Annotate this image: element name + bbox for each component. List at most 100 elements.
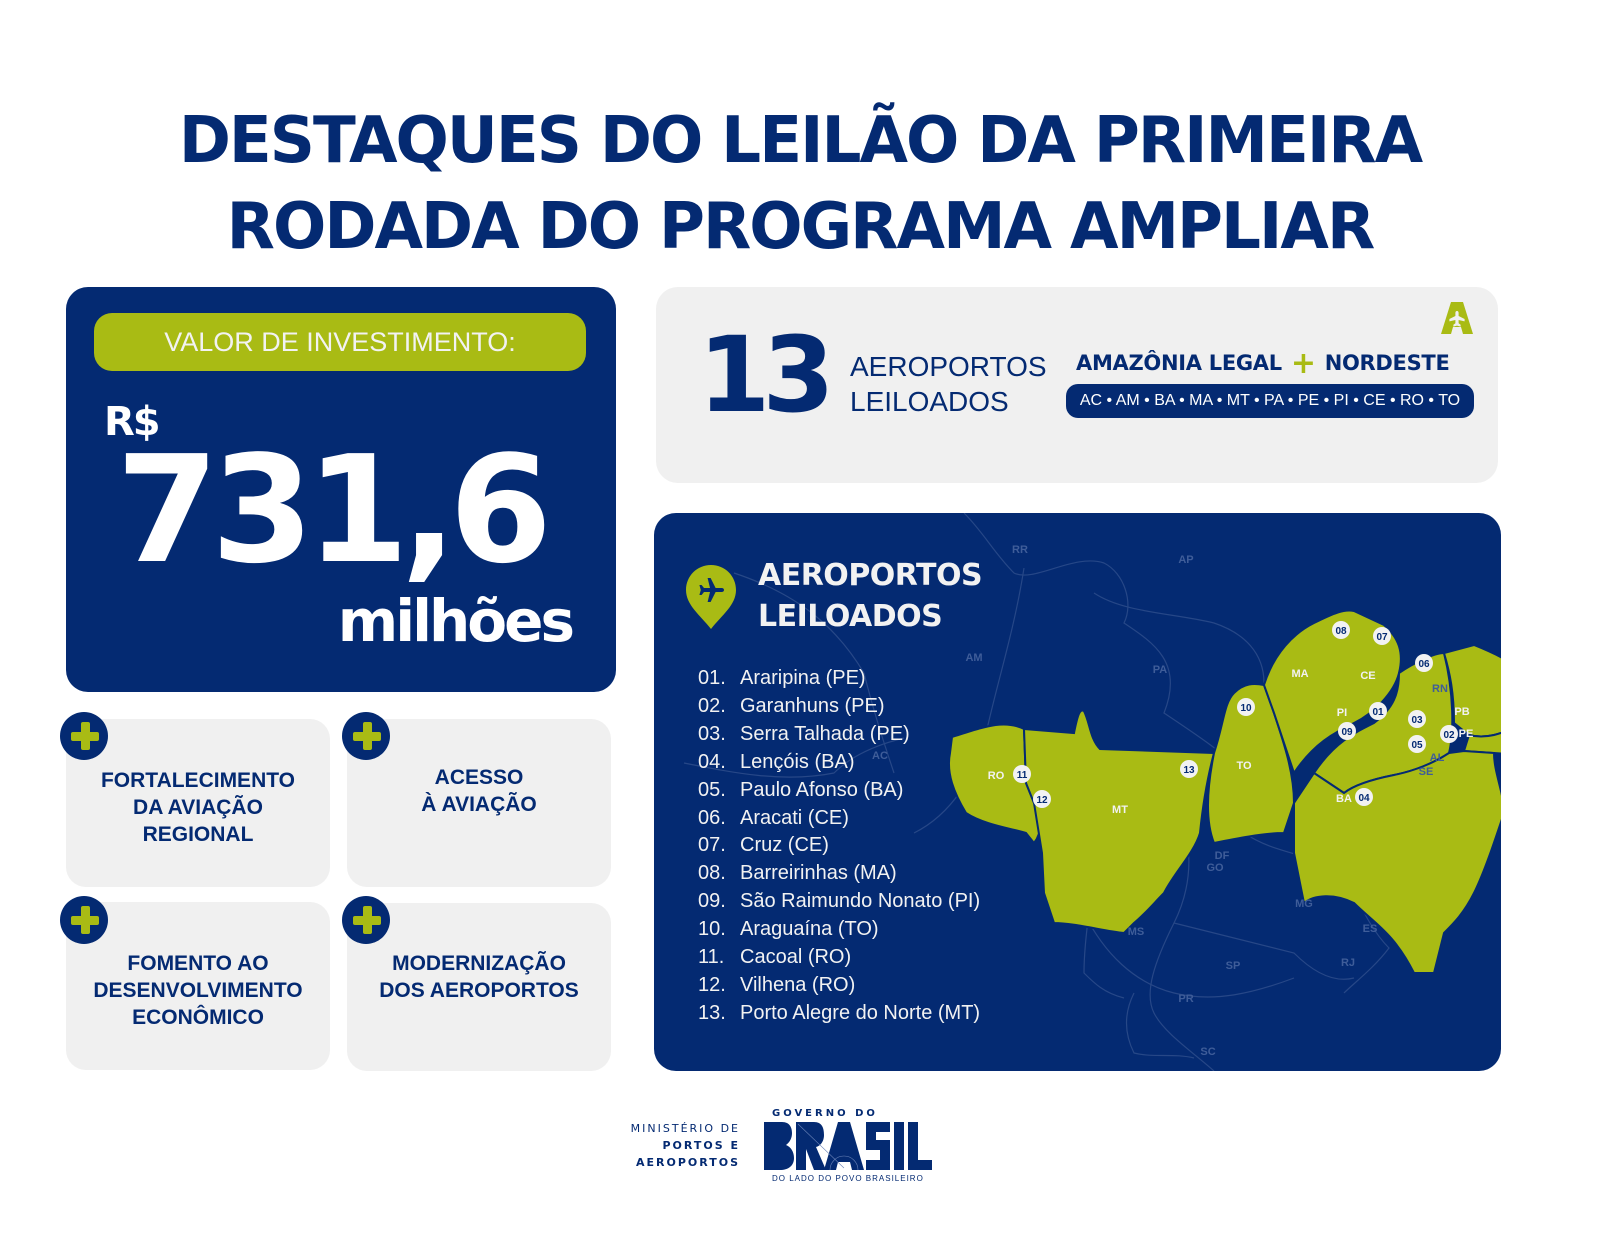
svg-text:ES: ES bbox=[1363, 923, 1378, 935]
count-label-line1: AEROPORTOS bbox=[850, 351, 1047, 382]
count-label-line2: LEILOADOS bbox=[850, 386, 1009, 417]
airport-number: 13. bbox=[698, 1001, 726, 1024]
airport-number: 11. bbox=[698, 946, 725, 969]
benefit-text: DESENVOLVIMENTO bbox=[93, 978, 303, 1002]
plus-icon bbox=[342, 712, 390, 760]
map-title-line1: AEROPORTOS bbox=[758, 558, 983, 593]
list-item: 13. Porto Alegre do Norte (MT) bbox=[698, 1000, 980, 1028]
svg-text:10: 10 bbox=[1240, 703, 1252, 714]
investment-label: VALOR DE INVESTIMENTO: bbox=[94, 313, 586, 371]
map-marker-09: 09 bbox=[1338, 722, 1356, 740]
airport-name: Cacoal (RO) bbox=[740, 946, 852, 969]
airport-number: 01. bbox=[698, 667, 726, 689]
svg-text:PE: PE bbox=[1459, 728, 1474, 740]
airport-number: 02. bbox=[698, 694, 726, 717]
svg-text:01: 01 bbox=[1372, 707, 1384, 718]
svg-text:BA: BA bbox=[1336, 793, 1352, 805]
plus-icon bbox=[60, 896, 108, 944]
svg-text:12: 12 bbox=[1036, 795, 1048, 806]
svg-text:SP: SP bbox=[1226, 960, 1241, 972]
list-item: 11. Cacoal (RO) bbox=[698, 944, 980, 972]
airport-number: 08. bbox=[698, 862, 726, 885]
map-marker-07: 07 bbox=[1373, 627, 1391, 645]
list-item: 01. Araripina (PE) bbox=[698, 665, 980, 693]
svg-text:GO: GO bbox=[1206, 862, 1224, 874]
airport-name: São Raimundo Nonato (PI) bbox=[740, 890, 981, 913]
airport-list: 01. Araripina (PE) 02. Garanhuns (PE) 03. S… bbox=[698, 665, 980, 1028]
airport-name: Vilhena (RO) bbox=[740, 973, 856, 996]
svg-text:RJ: RJ bbox=[1341, 957, 1355, 969]
benefit-text: À AVIAÇÃO bbox=[421, 793, 537, 816]
airport-name: Paulo Afonso (BA) bbox=[740, 778, 904, 801]
airport-number: 03. bbox=[698, 722, 726, 745]
list-item: 09. São Raimundo Nonato (PI) bbox=[698, 888, 980, 916]
list-item: 03. Serra Talhada (PE) bbox=[698, 721, 980, 749]
svg-text:PA: PA bbox=[1153, 664, 1168, 676]
list-item: 10. Araguaína (TO) bbox=[698, 916, 980, 944]
benefit-text: FOMENTO AO bbox=[127, 951, 269, 975]
map-marker-08: 08 bbox=[1332, 621, 1350, 639]
airports-map-card: RR AP AM PA AC RO MT TO MA PI CE RN PB P… bbox=[654, 513, 1501, 1071]
benefit-text: ECONÔMICO bbox=[132, 1005, 264, 1029]
airport-name: Porto Alegre do Norte (MT) bbox=[740, 1001, 981, 1024]
map-marker-12: 12 bbox=[1033, 790, 1051, 808]
svg-text:MS: MS bbox=[1128, 926, 1145, 938]
investment-amount: 731,6 bbox=[116, 424, 552, 596]
airplane-pin-icon bbox=[686, 565, 736, 629]
page-title: DESTAQUES DO LEILÃO DA PRIMEIRA RODADA D… bbox=[16, 98, 1584, 270]
investment-card: VALOR DE INVESTIMENTO: R$ 731,6 milhões bbox=[66, 287, 616, 692]
svg-text:04: 04 bbox=[1358, 793, 1370, 804]
svg-text:TO: TO bbox=[1236, 760, 1252, 772]
airport-number: 07. bbox=[698, 834, 726, 857]
svg-text:08: 08 bbox=[1335, 626, 1347, 637]
map-marker-04: 04 bbox=[1355, 788, 1373, 806]
svg-text:05: 05 bbox=[1411, 740, 1423, 751]
gov-logo-top-text: GOVERNO DO bbox=[772, 1108, 878, 1119]
ministry-logo: MINISTÉRIO DE PORTOS E AEROPORTOS bbox=[616, 1120, 740, 1171]
svg-text:MT: MT bbox=[1112, 804, 1128, 816]
airport-name: Araripina (PE) bbox=[740, 667, 866, 689]
airport-count-label: AEROPORTOS LEILOADOS bbox=[850, 349, 1047, 419]
svg-text:13: 13 bbox=[1183, 765, 1195, 776]
svg-text:PR: PR bbox=[1178, 993, 1193, 1005]
airport-name: Garanhuns (PE) bbox=[740, 694, 885, 717]
airport-name: Serra Talhada (PE) bbox=[740, 722, 910, 745]
map-title-line2: LEILOADOS bbox=[758, 599, 943, 634]
list-item: 12. Vilhena (RO) bbox=[698, 972, 980, 1000]
region-amazonia: AMAZÔNIA LEGAL bbox=[1076, 351, 1282, 375]
gov-logo-slogan: DO LADO DO POVO BRASILEIRO bbox=[772, 1174, 924, 1183]
svg-text:AC: AC bbox=[872, 750, 888, 762]
airport-number: 10. bbox=[698, 918, 726, 941]
airport-name: Aracati (CE) bbox=[740, 806, 849, 829]
ministry-line1: MINISTÉRIO DE bbox=[630, 1122, 740, 1135]
brasil-wordmark-logo bbox=[764, 1122, 932, 1170]
title-line-2: RODADA DO PROGRAMA AMPLIAR bbox=[226, 190, 1376, 264]
region-nordeste: NORDESTE bbox=[1324, 351, 1450, 375]
map-marker-11: 11 bbox=[1013, 765, 1031, 783]
svg-text:RR: RR bbox=[1012, 544, 1028, 556]
benefit-text: DA AVIAÇÃO bbox=[133, 795, 263, 819]
svg-text:07: 07 bbox=[1376, 632, 1388, 643]
ampliar-a-airplane-icon bbox=[1441, 302, 1473, 334]
benefit-card-economic-development: FOMENTO AO DESENVOLVIMENTO ECONÔMICO bbox=[66, 902, 330, 1070]
ministry-line2: PORTOS E bbox=[662, 1139, 740, 1152]
svg-text:PI: PI bbox=[1337, 707, 1347, 719]
benefit-text: MODERNIZAÇÃO bbox=[392, 952, 566, 975]
map-marker-02: 02 bbox=[1440, 725, 1458, 743]
investment-unit: milhões bbox=[337, 587, 575, 655]
svg-text:AM: AM bbox=[965, 652, 982, 664]
airport-count: 13 bbox=[698, 314, 835, 436]
list-item: 06. Aracati (CE) bbox=[698, 805, 980, 833]
list-item: 05. Paulo Afonso (BA) bbox=[698, 777, 980, 805]
states-list-pill: AC • AM • BA • MA • MT • PA • PE • PI • … bbox=[1066, 384, 1474, 418]
svg-text:11: 11 bbox=[1017, 770, 1028, 781]
svg-text:RO: RO bbox=[988, 770, 1005, 782]
airport-number: 12. bbox=[698, 973, 726, 996]
airport-count-card: 13 AEROPORTOS LEILOADOS AMAZÔNIA LEGAL +… bbox=[656, 287, 1498, 483]
list-item: 04. Lençóis (BA) bbox=[698, 749, 980, 777]
svg-text:MG: MG bbox=[1295, 898, 1313, 910]
brazil-map: RR AP AM PA AC RO MT TO MA PI CE RN PB P… bbox=[683, 513, 1501, 1071]
airport-number: 05. bbox=[698, 778, 726, 801]
benefit-text: ACESSO bbox=[434, 766, 524, 789]
benefit-card-airport-modernization: MODERNIZAÇÃO DOS AEROPORTOS bbox=[347, 903, 611, 1071]
